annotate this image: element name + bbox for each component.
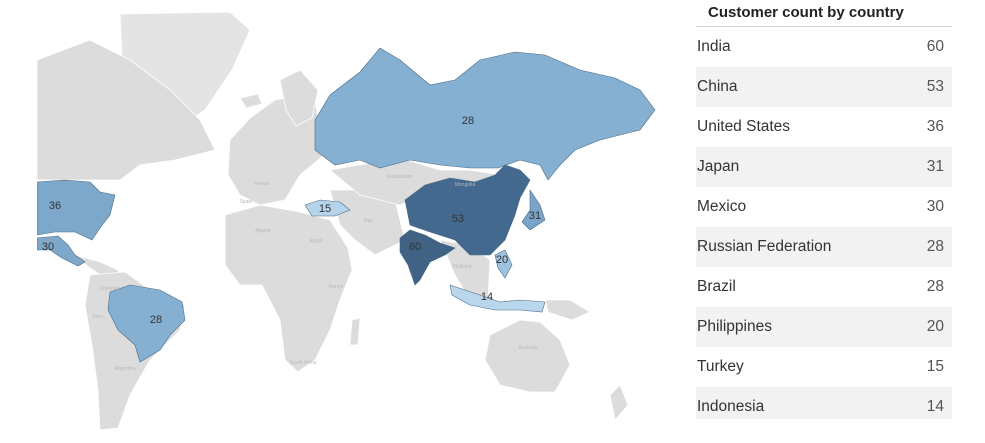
region-mexico[interactable] xyxy=(37,235,86,267)
map-value-mexico: 30 xyxy=(42,241,54,253)
table-row[interactable]: India 60 xyxy=(696,27,952,67)
table-row[interactable]: China 53 xyxy=(696,67,952,107)
customer-count: 30 xyxy=(926,198,944,215)
country-name: Mexico xyxy=(697,198,747,215)
land-north-america xyxy=(37,39,216,181)
map-value-indonesia: 14 xyxy=(481,291,493,303)
region-indonesia[interactable] xyxy=(449,284,546,313)
region-india[interactable] xyxy=(399,229,456,286)
region-japan[interactable] xyxy=(521,189,546,231)
table-rows: India 60 China 53 United States 36 Japan 31 … xyxy=(696,27,952,419)
map-value-philippines: 20 xyxy=(496,254,508,266)
place-label: Colombia xyxy=(99,286,120,292)
map-value-china: 53 xyxy=(452,213,464,225)
table-title: Customer count by country xyxy=(696,0,952,27)
table-row[interactable]: Japan 31 xyxy=(696,147,952,187)
country-name: Japan xyxy=(697,158,740,175)
region-philippines[interactable] xyxy=(494,249,513,279)
customer-count-table: Customer count by country India 60 China 5… xyxy=(696,0,952,420)
table-row[interactable]: Philippines 20 xyxy=(696,307,952,347)
region-china[interactable] xyxy=(404,164,531,256)
customer-count: 14 xyxy=(926,398,944,415)
customer-count: 53 xyxy=(926,78,944,95)
country-name: Philippines xyxy=(697,318,772,335)
world-map[interactable]: France Spain Algeria Egypt Iran Kazakhst… xyxy=(37,8,657,433)
place-label: Kenya xyxy=(329,284,343,290)
map-value-turkey: 15 xyxy=(319,203,331,215)
map-value-usa: 36 xyxy=(49,200,61,212)
country-name: Turkey xyxy=(697,358,744,375)
table-row[interactable]: Brazil 28 xyxy=(696,267,952,307)
table-row[interactable]: United States 36 xyxy=(696,107,952,147)
place-label: Egypt xyxy=(310,238,323,244)
country-name: Indonesia xyxy=(697,398,765,415)
customer-count: 31 xyxy=(926,158,944,175)
country-name: India xyxy=(697,38,731,55)
place-label: Australia xyxy=(518,345,538,351)
map-value-brazil: 28 xyxy=(150,314,162,326)
country-name: Russian Federation xyxy=(697,238,832,255)
customer-count: 60 xyxy=(926,38,944,55)
land-scandinavia xyxy=(279,69,319,127)
place-label: South Africa xyxy=(290,360,317,366)
country-name: China xyxy=(697,78,738,95)
land-new-guinea xyxy=(544,299,591,321)
table-row[interactable]: Mexico 30 xyxy=(696,187,952,227)
table-row[interactable]: Indonesia 14 xyxy=(696,387,952,419)
customer-count: 20 xyxy=(926,318,944,335)
country-name: United States xyxy=(697,118,791,135)
land-australia xyxy=(484,319,571,393)
country-name: Brazil xyxy=(697,278,736,295)
map-value-japan: 31 xyxy=(529,210,541,222)
place-label: France xyxy=(254,181,270,187)
map-value-india: 60 xyxy=(409,241,421,253)
region-brazil[interactable] xyxy=(107,284,186,363)
customer-count: 28 xyxy=(926,238,944,255)
place-label: Kazakhstan xyxy=(387,174,413,180)
place-label: Iran xyxy=(364,218,373,224)
region-turkey[interactable] xyxy=(304,199,351,217)
customer-count: 28 xyxy=(926,278,944,295)
table-row[interactable]: Russian Federation 28 xyxy=(696,227,952,267)
region-russia[interactable] xyxy=(314,47,656,181)
land-iceland xyxy=(239,93,263,109)
map-canvas[interactable]: France Spain Algeria Egypt Iran Kazakhst… xyxy=(37,8,657,433)
place-label: Mongolia xyxy=(455,182,476,188)
region-usa[interactable] xyxy=(37,179,116,241)
table-row[interactable]: Turkey 15 xyxy=(696,347,952,387)
customer-count: 15 xyxy=(926,358,944,375)
place-label: Algeria xyxy=(255,228,271,234)
place-label: Peru xyxy=(93,314,104,320)
place-label: Thailand xyxy=(452,264,471,270)
place-label: Argentina xyxy=(114,366,136,372)
map-value-russia: 28 xyxy=(462,115,474,127)
place-label: Spain xyxy=(240,199,253,205)
customer-count: 36 xyxy=(926,118,944,135)
land-madagascar xyxy=(349,317,361,346)
land-new-zealand xyxy=(609,384,629,421)
